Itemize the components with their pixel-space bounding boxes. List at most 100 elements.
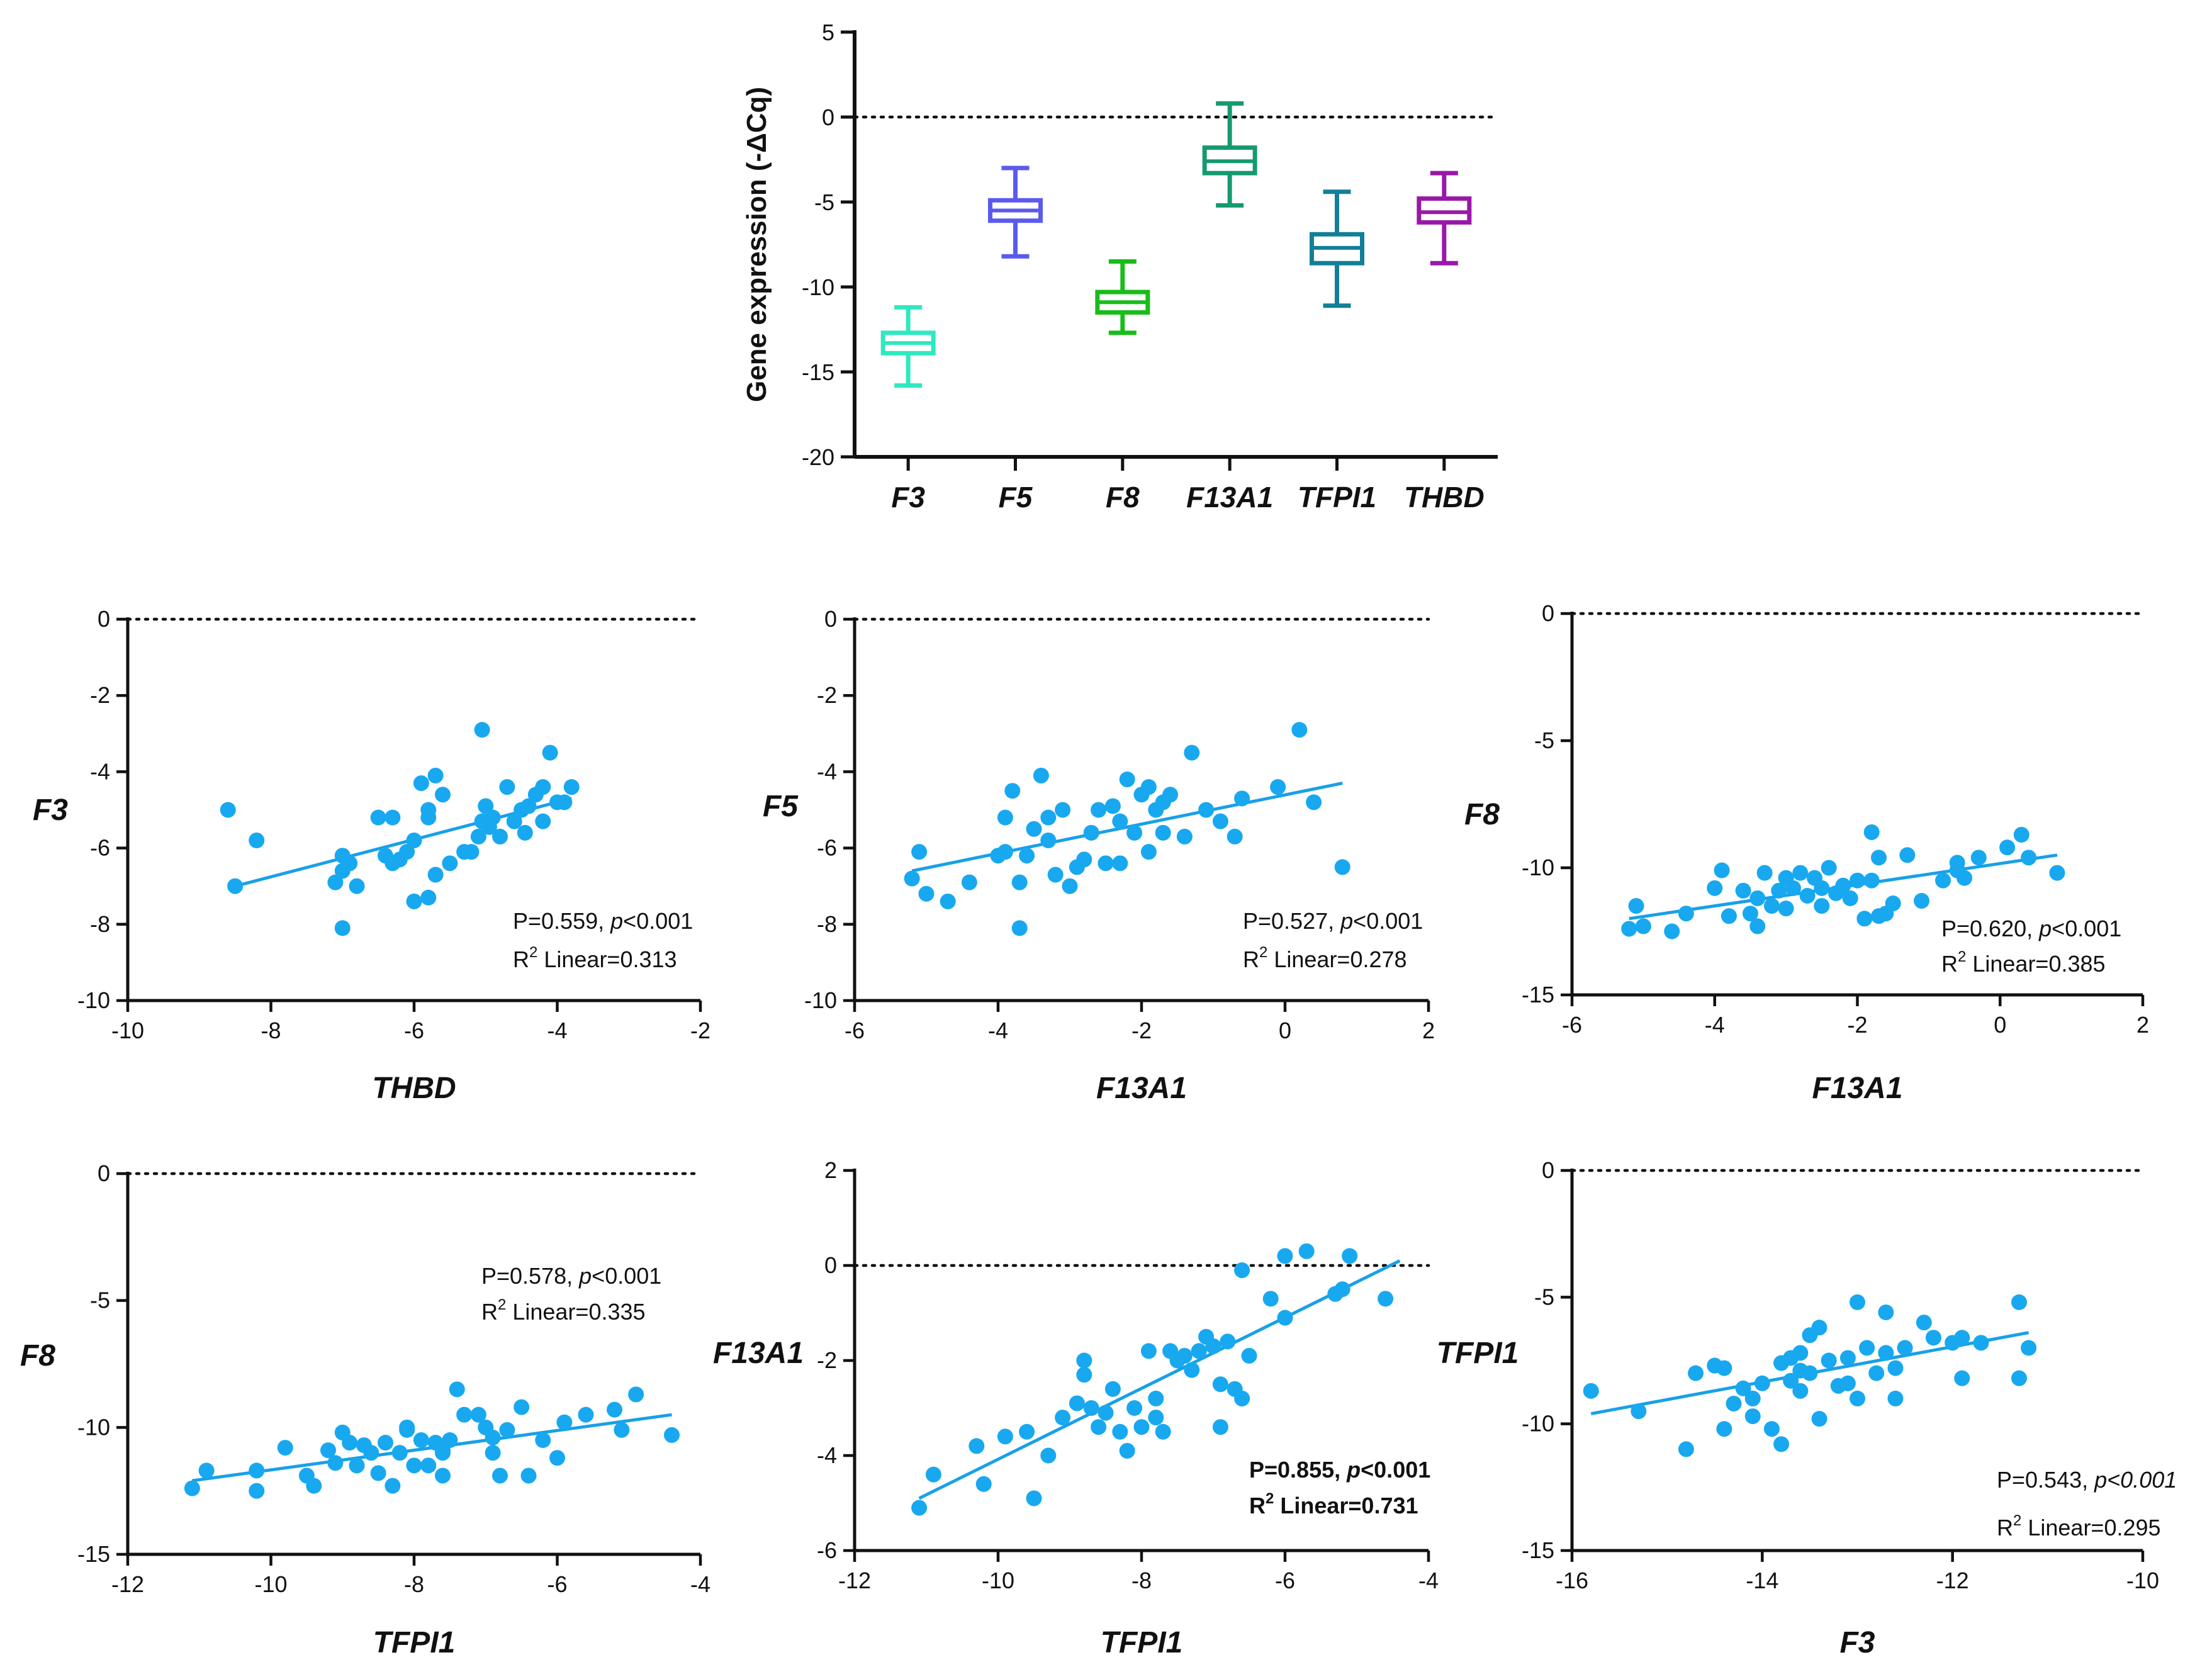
stat-correlation-value: P=0.559, [513,908,610,934]
data-point [1742,906,1758,922]
y-tick-label: -20 [802,444,834,470]
data-point [1040,809,1057,826]
scatter-panel-tfpi1-vs-f3: 0 -5 -10 -15-16 -14 -12 -10 TFPI1 F3 P=0.543, p<0… [1437,1157,2177,1659]
data-point [1749,918,1766,934]
stat-r-superscript: 2 [1958,948,1966,965]
data-point [1878,1345,1894,1361]
data-point [1954,1370,1970,1386]
data-point [1899,847,1916,863]
data-point [1707,880,1723,896]
data-point [184,1480,200,1496]
x-tick-label: -12 [1936,1568,1969,1593]
data-point [1716,1360,1732,1376]
data-point [1678,906,1694,922]
data-point [535,779,551,795]
data-point [918,885,935,902]
x-tick-label: -10 [982,1568,1014,1593]
data-point [1133,1419,1150,1435]
data-point [1083,824,1099,841]
stat-p-symbol: p [2038,916,2052,941]
scatter-panel-f8-vs-f13a1: 0 -5 -10 -15 -6 -4 -2 0 2 F8 F13A1 P=0.620, p<0.001… [1464,600,2149,1105]
data-point [514,1399,530,1415]
y-tick-label: 0 [824,1252,837,1278]
data-point [1868,1365,1885,1381]
stat-r-symbol: R [1997,1515,2013,1540]
data-point [1155,824,1171,841]
data-point [1155,1423,1171,1440]
y-axis-label: Gene expression (-ΔCq) [741,87,772,402]
data-point [1744,1408,1761,1425]
data-point [406,832,422,848]
data-point [1783,1372,1799,1389]
data-point [1850,1390,1865,1406]
data-point [1771,882,1787,899]
data-point [478,798,494,814]
data-point [1871,850,1887,866]
data-point [442,855,458,872]
data-point [1033,767,1049,783]
stat-r-superscript: 2 [529,944,537,961]
data-point [378,1435,393,1451]
stat-r-squared: R2 Linear=0.313 [513,944,677,972]
data-point [1783,1350,1799,1366]
data-point [549,1450,565,1466]
data-point [1814,880,1830,896]
data-point [1970,850,1987,866]
data-point [2049,865,2065,881]
data-point [1850,1294,1865,1310]
data-point [1270,779,1286,795]
stat-r-superscript: 2 [2013,1512,2021,1529]
stat-correlation: P=0.527, p<0.001 [1243,908,1423,934]
data-point [1678,1441,1694,1457]
data-point [506,813,522,829]
data-point [997,1428,1013,1445]
data-point [578,1406,594,1423]
stat-p-symbol: p [1340,908,1353,934]
y-tick-label: -10 [1522,1411,1554,1437]
stat-r-symbol: R [481,1299,498,1325]
stat-correlation: P=0.620, p<0.001 [1941,916,2121,941]
y-tick-label: -5 [1534,1284,1554,1310]
data-point [2021,1340,2037,1356]
data-point [1198,802,1215,818]
x-axis-label: THBD [372,1072,456,1105]
y-axis-label: F5 [763,790,799,823]
data-point [925,1466,941,1483]
y-axis-label: F8 [1464,798,1500,831]
y-tick-label: 0 [98,1160,110,1186]
stat-p-value: <0.001 [623,908,693,934]
stat-r-squared: R2 Linear=0.295 [1997,1512,2161,1540]
data-point [370,809,386,826]
data-point [556,794,573,811]
x-tick-label: 2 [2136,1012,2149,1038]
data-point [1999,839,2016,856]
stat-r-squared-value: Linear=0.313 [537,946,677,972]
data-point [420,1457,437,1474]
data-point [1126,824,1143,841]
y-axis-label: F13A1 [713,1337,804,1370]
y-tick-label: 0 [98,606,110,632]
data-point [1126,1400,1143,1416]
stat-p-symbol: p [1346,1457,1361,1483]
data-point [1835,877,1851,894]
y-tick-label: -15 [802,359,834,385]
scatter-panel-f5-vs-f13a1: 0 -2 -4 -6 -8 -10 -6 -4 -2 0 2 F5 F13A1 P=0.527, p<0.… [763,606,1435,1105]
data-point [1234,1390,1250,1406]
data-point [1334,859,1350,875]
x-tick-label: 0 [1994,1012,2006,1038]
data-point [1935,872,1951,889]
stat-r-superscript: 2 [1266,1490,1274,1507]
y-tick-label: -6 [817,835,837,861]
x-tick-label: 2 [1422,1018,1435,1043]
x-tick-label: -8 [404,1571,424,1597]
data-point [1887,1390,1904,1406]
data-point [470,1406,486,1423]
data-point [563,779,580,795]
data-point [1227,828,1243,844]
data-point [1234,790,1250,807]
data-point [1104,1381,1121,1397]
data-point [1887,1360,1904,1376]
y-tick-label: -8 [90,911,110,937]
data-point [1735,1380,1751,1396]
data-point [1621,921,1637,937]
